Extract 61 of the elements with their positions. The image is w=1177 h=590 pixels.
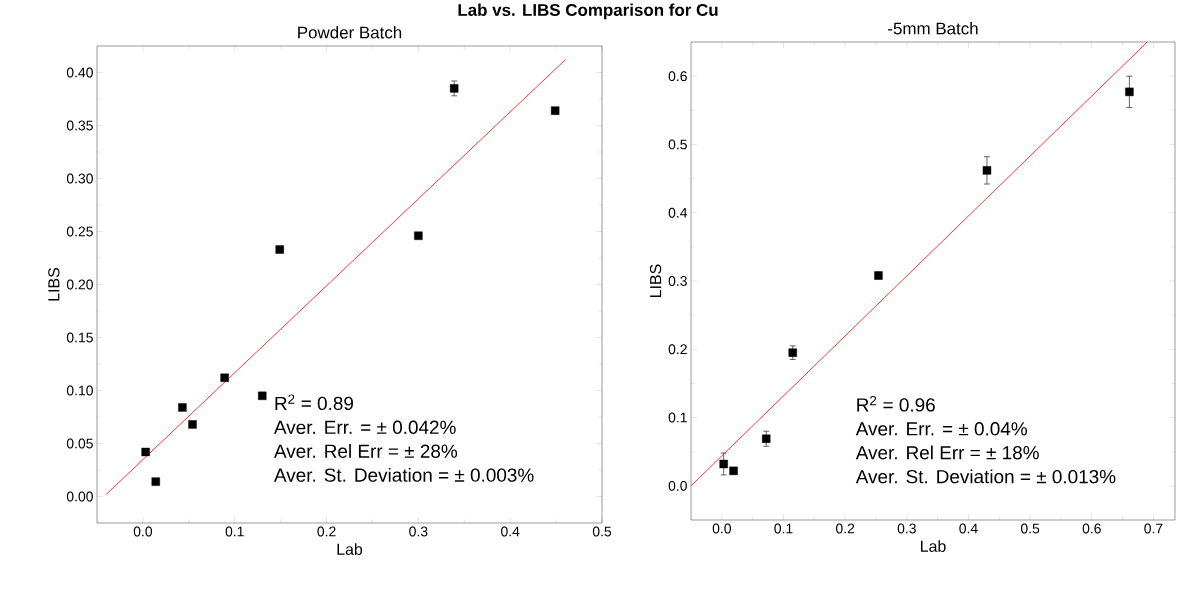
y-tick-label: 0.20 — [66, 279, 93, 290]
annotation: Aver. St. Deviation = ± 0.013% — [855, 469, 1116, 484]
x-tick-label: 0.2 — [317, 526, 336, 537]
x-tick-label: 0.7 — [1144, 523, 1163, 534]
x-tick-label: 0.4 — [959, 523, 978, 534]
x-tick-label: 0.0 — [712, 523, 731, 534]
y-tick-label: 0.10 — [66, 385, 93, 396]
point — [275, 245, 284, 254]
annotation: Aver. St. Deviation = ± 0.003% — [273, 467, 534, 482]
point — [729, 466, 738, 476]
chart-title: -5mm Batch — [888, 22, 978, 35]
x-axis-title: Lab — [337, 543, 363, 555]
point — [719, 459, 728, 469]
x-tick-label: 0.4 — [501, 526, 520, 537]
point — [788, 348, 797, 357]
y-tick-label: 0.2 — [668, 344, 687, 355]
x-tick-label: 0.1 — [225, 526, 244, 537]
point — [982, 166, 992, 175]
annotation: R$^{2}$ = 0.89 — [275, 394, 353, 411]
x-tick-label: 0.5 — [1020, 523, 1040, 534]
point — [151, 477, 160, 486]
x-tick-label: 0.6 — [1082, 523, 1101, 534]
x-tick-label: 0.0 — [133, 526, 153, 537]
annotation: Aver. Err. = ± 0.04% — [855, 422, 1027, 436]
x-tick-label: 0.2 — [836, 523, 855, 534]
point — [188, 420, 197, 429]
annotation: R$^{2}$ = 0.96 — [857, 395, 935, 412]
annotation: Aver. Rel Err = ± 18% — [855, 445, 1039, 460]
point — [762, 434, 771, 443]
x-tick-label: 0.3 — [897, 523, 916, 534]
y-tick-label: 0.6 — [668, 71, 687, 82]
point — [141, 447, 150, 457]
y-tick-label: 0.5 — [668, 139, 687, 150]
point — [449, 84, 459, 93]
y-tick-label: 0.15 — [66, 332, 93, 343]
y-axis-title: LIBS — [48, 267, 60, 301]
annotation: Aver. Rel Err = ± 28% — [273, 444, 458, 458]
y-tick-label: 0.05 — [66, 438, 93, 449]
y-tick-label: 0.0 — [668, 480, 687, 491]
point — [1125, 87, 1134, 97]
y-tick-label: 0.4 — [668, 207, 688, 218]
x-axis-title: Lab — [921, 540, 946, 552]
y-tick-label: 0.35 — [66, 120, 93, 131]
y-tick-label: 0.25 — [66, 226, 93, 237]
y-tick-label: 0.3 — [668, 276, 687, 286]
y-tick-label: 0.1 — [668, 412, 687, 423]
y-axis-title: LIBS — [649, 264, 662, 297]
annotation: Aver. Err. = ± 0.042% — [273, 420, 456, 434]
chart-subtitle: Lab vs. LIBS Comparison for Cu — [458, 3, 718, 20]
point — [550, 106, 560, 115]
chart-title: Powder Batch — [298, 26, 402, 39]
point — [178, 403, 187, 412]
x-tick-label: 0.1 — [774, 523, 793, 534]
point — [414, 231, 423, 240]
y-tick-label: 0.30 — [66, 173, 93, 184]
x-tick-label: 0.5 — [592, 526, 612, 537]
x-tick-label: 0.3 — [409, 526, 428, 537]
point — [258, 391, 267, 400]
y-tick-label: 0.00 — [66, 491, 93, 502]
point — [220, 373, 229, 382]
y-tick-label: 0.40 — [66, 67, 93, 78]
